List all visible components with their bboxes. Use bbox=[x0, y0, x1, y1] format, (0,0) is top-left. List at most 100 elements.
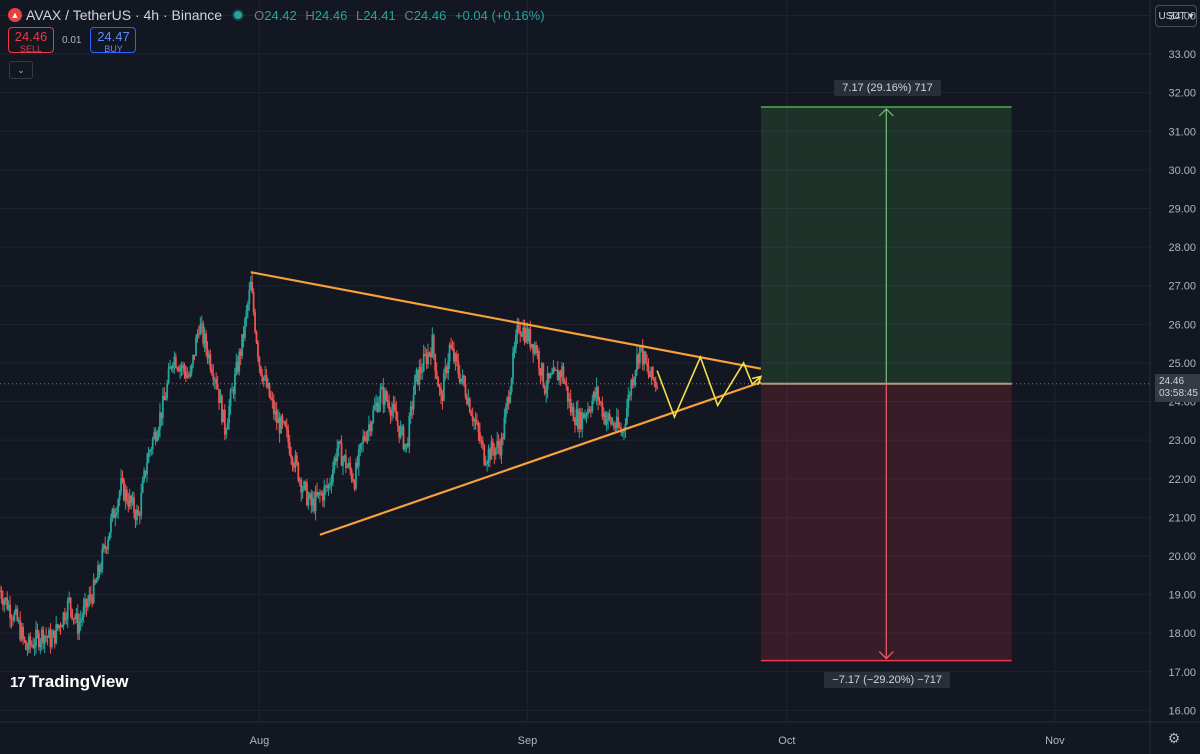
candle-body bbox=[105, 548, 108, 550]
y-tick-label: 32.00 bbox=[1168, 88, 1196, 100]
candle-body bbox=[365, 439, 367, 441]
candle-body bbox=[617, 416, 620, 427]
candle-body bbox=[164, 397, 167, 401]
stop-label: −7.17 (−29.20%) −717 bbox=[824, 671, 951, 688]
candle-body bbox=[415, 369, 418, 375]
candle-body bbox=[494, 448, 497, 456]
candle-body bbox=[213, 379, 216, 381]
y-tick-label: 31.00 bbox=[1168, 126, 1196, 138]
candle-body bbox=[205, 333, 207, 349]
candle-body bbox=[304, 481, 307, 483]
candle-body bbox=[450, 344, 452, 348]
price-axis[interactable]: 16.00 17.00 18.00 19.00 20.00 21.00 22.00 23.00… bbox=[1149, 0, 1196, 754]
candle-body bbox=[244, 318, 246, 338]
candle-body bbox=[553, 368, 556, 370]
candle-body bbox=[483, 444, 486, 465]
candle-body bbox=[558, 371, 561, 381]
candle-body bbox=[529, 329, 532, 348]
candle-body bbox=[360, 442, 363, 445]
candle-body bbox=[499, 446, 501, 456]
candle-body bbox=[627, 394, 630, 409]
candle-body bbox=[569, 398, 572, 413]
long-position-tool[interactable] bbox=[760, 106, 1012, 662]
currency-selector[interactable]: USDT ▾ bbox=[1155, 5, 1197, 27]
candle-body bbox=[536, 350, 539, 353]
collapse-legend-button[interactable]: ⌄ bbox=[9, 61, 33, 79]
candle-body bbox=[108, 532, 111, 541]
candle-body bbox=[226, 423, 229, 430]
candle-body bbox=[425, 354, 428, 364]
candle-body bbox=[385, 390, 388, 400]
candle-body bbox=[268, 383, 271, 398]
tradingview-logo[interactable]: 17 TradingView bbox=[10, 672, 129, 692]
candle-body bbox=[601, 402, 604, 417]
candle-body bbox=[137, 509, 140, 516]
candle-body bbox=[419, 366, 422, 373]
candle-body bbox=[89, 594, 92, 598]
candle-body bbox=[112, 508, 115, 519]
candle-body bbox=[46, 636, 49, 638]
candle-body bbox=[274, 410, 277, 415]
candle-body bbox=[378, 402, 380, 412]
candle-body bbox=[141, 480, 144, 493]
gear-icon[interactable]: ⚙ bbox=[1167, 730, 1181, 746]
candle-body bbox=[153, 431, 156, 439]
target-arrowhead bbox=[878, 108, 894, 117]
y-tick-label: 30.00 bbox=[1168, 165, 1196, 177]
candle-body bbox=[176, 367, 179, 369]
candle-body bbox=[123, 479, 125, 501]
candle-body bbox=[98, 565, 101, 572]
candle-body bbox=[522, 327, 525, 337]
candle-body bbox=[542, 363, 545, 387]
x-tick-label: Nov bbox=[1045, 735, 1065, 747]
candle-body bbox=[334, 458, 337, 462]
drawings[interactable] bbox=[250, 271, 763, 536]
candle-body bbox=[294, 455, 297, 468]
sell-button[interactable]: 24.46 SELL bbox=[8, 27, 54, 54]
candle-body bbox=[124, 489, 127, 501]
candle-body bbox=[352, 479, 354, 482]
candle-body bbox=[281, 416, 284, 423]
candle-body bbox=[150, 449, 153, 451]
candle-body bbox=[532, 344, 535, 354]
candle-body bbox=[515, 334, 517, 349]
candle-body bbox=[383, 390, 386, 405]
candle-body bbox=[555, 369, 558, 371]
candle-body bbox=[35, 629, 37, 646]
candle-body bbox=[331, 469, 334, 483]
candle-body bbox=[562, 366, 565, 382]
candle-body bbox=[404, 443, 406, 450]
y-tick-label: 17.00 bbox=[1168, 667, 1196, 679]
candle-body bbox=[59, 625, 62, 628]
candle-body bbox=[69, 597, 72, 610]
candle-body bbox=[638, 345, 641, 364]
candle-body bbox=[545, 389, 548, 394]
y-tick-label: 28.00 bbox=[1168, 242, 1196, 254]
symbol-title[interactable]: AVAX / TetherUS · 4h · Binance bbox=[26, 7, 223, 23]
buy-button[interactable]: 24.47 BUY bbox=[90, 27, 137, 54]
candle-body bbox=[366, 431, 369, 441]
candle-body bbox=[605, 419, 608, 425]
candle-body bbox=[146, 462, 148, 475]
candle-body bbox=[564, 381, 566, 384]
candle-body bbox=[267, 383, 269, 388]
y-tick-label: 18.00 bbox=[1168, 628, 1196, 640]
candle-body bbox=[424, 354, 427, 356]
time-axis[interactable]: Aug Sep Oct Nov bbox=[0, 721, 1200, 747]
candle-body bbox=[321, 493, 324, 501]
candle-body bbox=[493, 450, 496, 456]
candle-body bbox=[174, 356, 177, 368]
candle-body bbox=[62, 612, 65, 627]
candle-body bbox=[179, 366, 182, 372]
close-value: 24.46 bbox=[413, 7, 447, 23]
candle-body bbox=[568, 398, 571, 402]
candle-body bbox=[144, 470, 147, 475]
candle-body bbox=[421, 371, 424, 373]
candle-body bbox=[359, 444, 362, 450]
candle-body bbox=[215, 379, 218, 384]
candle-body bbox=[311, 498, 314, 506]
candle-body bbox=[216, 383, 219, 389]
candle-body bbox=[212, 373, 215, 380]
candle-body bbox=[551, 373, 553, 375]
